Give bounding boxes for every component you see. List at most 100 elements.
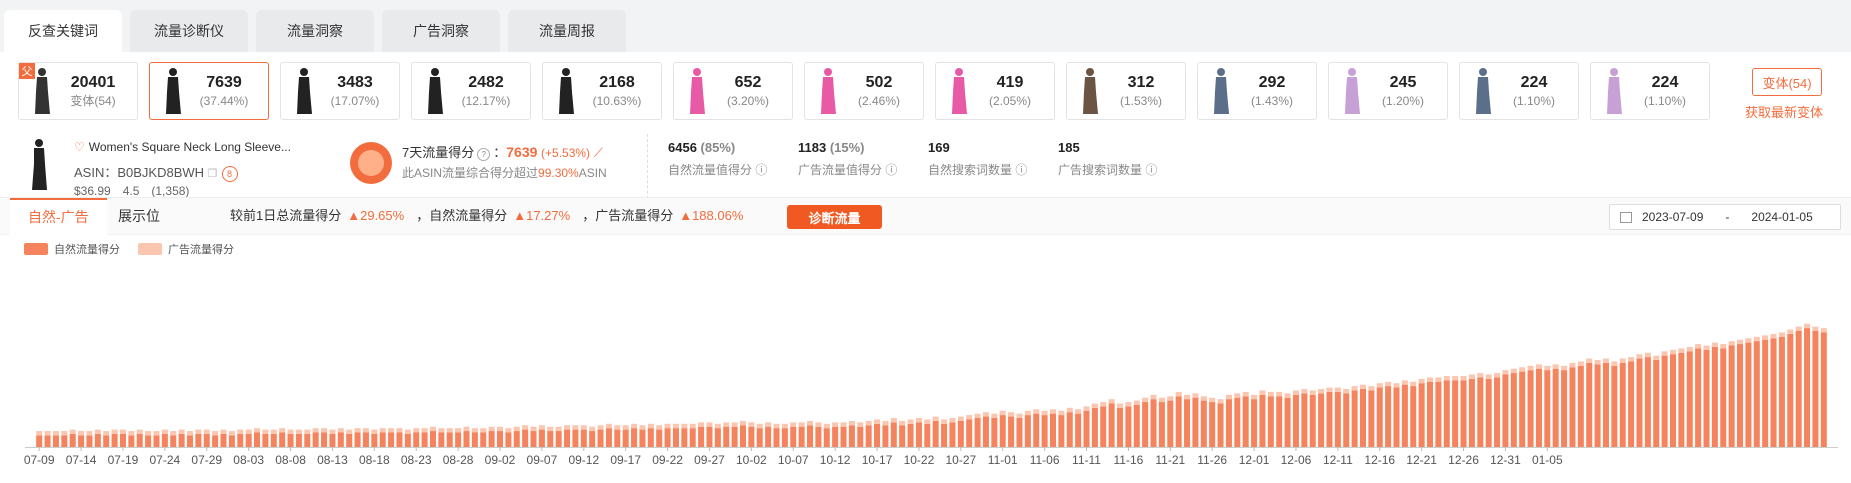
bar-natural[interactable] [848, 425, 855, 447]
bar-natural[interactable] [1058, 415, 1065, 447]
bar-natural[interactable] [1527, 370, 1534, 447]
bar-ad[interactable] [1058, 410, 1065, 416]
bar-ad[interactable] [748, 422, 755, 427]
bar-natural[interactable] [530, 431, 537, 447]
bar-ad[interactable] [1661, 351, 1668, 356]
bar-ad[interactable] [1427, 377, 1434, 382]
variant-card[interactable]: 502 (2.46%) [804, 62, 924, 120]
bar-ad[interactable] [781, 423, 788, 429]
bar-natural[interactable] [1619, 362, 1626, 447]
bar-natural[interactable] [1192, 397, 1199, 447]
bar-natural[interactable] [614, 429, 621, 447]
bar-natural[interactable] [555, 431, 562, 447]
bar-ad[interactable] [1653, 355, 1660, 360]
bar-ad[interactable] [1292, 390, 1299, 395]
variant-card[interactable]: 3483 (17.07%) [280, 62, 400, 120]
bar-natural[interactable] [1359, 389, 1367, 447]
trend-icon[interactable]: ⟋ [593, 145, 603, 160]
bar-ad[interactable] [145, 431, 152, 436]
bar-ad[interactable] [589, 426, 596, 432]
bar-ad[interactable] [337, 428, 344, 433]
bar-ad[interactable] [1024, 410, 1031, 416]
bar-ad[interactable] [605, 423, 612, 429]
bar-ad[interactable] [1535, 364, 1542, 369]
bar-ad[interactable] [924, 419, 931, 424]
variant-count-button[interactable]: 变体(54) [1752, 68, 1822, 96]
bar-ad[interactable] [220, 429, 227, 434]
bar-natural[interactable] [379, 432, 386, 448]
bar-ad[interactable] [153, 431, 160, 436]
bar-natural[interactable] [605, 428, 612, 447]
bar-ad[interactable] [1728, 341, 1735, 346]
bar-ad[interactable] [1443, 375, 1450, 381]
bar-ad[interactable] [212, 431, 219, 436]
bar-ad[interactable] [44, 431, 51, 436]
bar-ad[interactable] [287, 429, 294, 434]
bar-ad[interactable] [1452, 375, 1459, 381]
bar-natural[interactable] [1393, 387, 1400, 447]
bar-natural[interactable] [69, 433, 76, 447]
bar-ad[interactable] [899, 420, 906, 426]
bar-natural[interactable] [706, 426, 713, 447]
bar-natural[interactable] [1737, 344, 1744, 447]
bar-natural[interactable] [1410, 386, 1417, 447]
bar-ad[interactable] [739, 420, 746, 426]
variant-card[interactable]: 245 (1.20%) [1328, 62, 1448, 120]
bar-ad[interactable] [815, 422, 822, 427]
tab-placement[interactable]: 展示位 [118, 208, 160, 224]
bar-ad[interactable] [631, 423, 638, 429]
bar-ad[interactable] [228, 431, 235, 436]
bar-ad[interactable] [773, 423, 780, 429]
bar-ad[interactable] [371, 429, 378, 434]
bar-natural[interactable] [304, 433, 311, 447]
bar-ad[interactable] [1117, 403, 1124, 408]
bar-natural[interactable] [1569, 367, 1576, 447]
bar-ad[interactable] [61, 431, 68, 436]
bar-ad[interactable] [178, 429, 185, 434]
bar-ad[interactable] [471, 428, 478, 433]
bar-ad[interactable] [1066, 407, 1073, 413]
bar-ad[interactable] [1075, 409, 1082, 414]
bar-natural[interactable] [714, 428, 721, 447]
bar-ad[interactable] [1669, 349, 1677, 355]
bar-ad[interactable] [404, 429, 411, 434]
bar-natural[interactable] [1695, 348, 1702, 447]
bar-natural[interactable] [1033, 413, 1040, 447]
bar-natural[interactable] [438, 432, 445, 448]
bar-natural[interactable] [228, 435, 235, 447]
bar-ad[interactable] [1167, 396, 1174, 401]
bar-ad[interactable] [1494, 373, 1501, 378]
bar-natural[interactable] [664, 428, 671, 447]
bar-ad[interactable] [522, 425, 529, 430]
variant-card[interactable]: 2482 (12.17%) [411, 62, 531, 120]
bar-ad[interactable] [463, 426, 470, 432]
bar-natural[interactable] [1611, 365, 1618, 447]
bar-natural[interactable] [1669, 354, 1677, 447]
bar-ad[interactable] [664, 423, 671, 429]
bar-natural[interactable] [337, 432, 344, 448]
bar-natural[interactable] [480, 432, 487, 448]
bar-natural[interactable] [463, 431, 470, 447]
bar-natural[interactable] [639, 429, 646, 447]
bar-natural[interactable] [672, 428, 679, 447]
bar-natural[interactable] [1686, 351, 1693, 447]
bar-natural[interactable] [1770, 338, 1777, 447]
bar-ad[interactable] [1762, 335, 1769, 340]
bar-ad[interactable] [136, 429, 143, 434]
bar-natural[interactable] [1628, 361, 1635, 447]
bar-natural[interactable] [455, 432, 462, 448]
bar-ad[interactable] [1158, 397, 1165, 403]
bar-ad[interactable] [1619, 358, 1626, 363]
bar-ad[interactable] [203, 429, 210, 434]
bar-natural[interactable] [723, 426, 730, 447]
bar-natural[interactable] [941, 423, 948, 447]
bar-natural[interactable] [781, 428, 788, 447]
bar-ad[interactable] [1033, 409, 1040, 414]
bar-ad[interactable] [1049, 409, 1056, 414]
bar-natural[interactable] [756, 428, 763, 447]
variant-card[interactable]: 2168 (10.63%) [542, 62, 662, 120]
bar-natural[interactable] [254, 432, 261, 448]
bar-natural[interactable] [329, 433, 336, 447]
bar-natural[interactable] [1703, 349, 1710, 447]
bar-natural[interactable] [1602, 362, 1609, 447]
